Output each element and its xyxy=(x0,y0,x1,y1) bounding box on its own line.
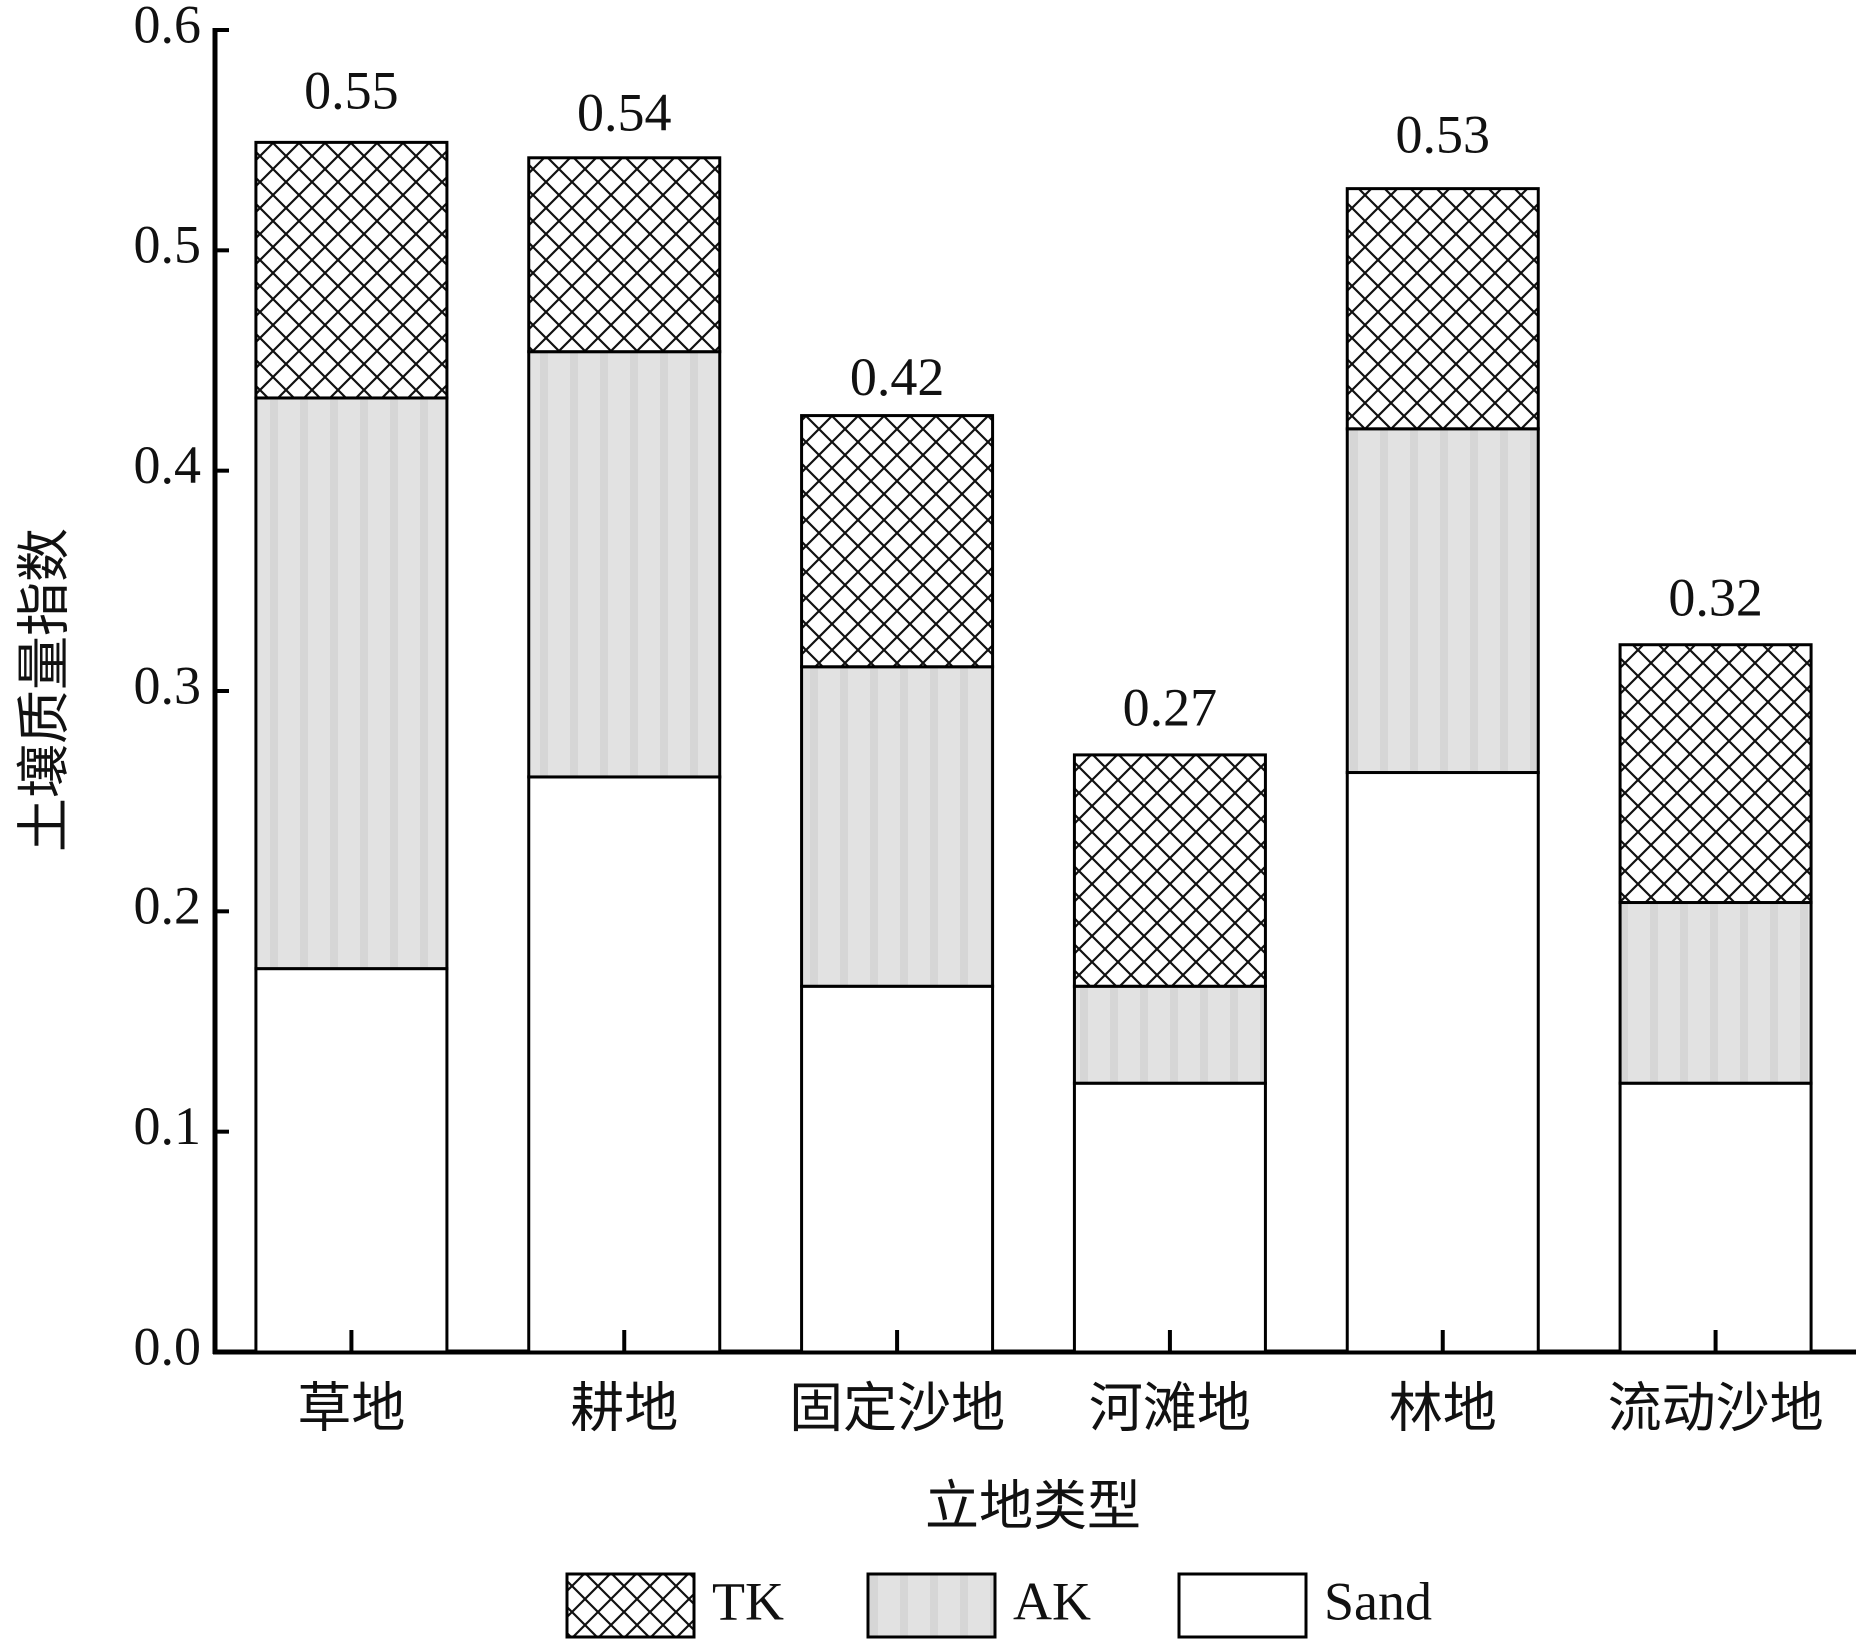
bar-segment xyxy=(1072,1081,1267,1354)
total-label: 0.53 xyxy=(1396,105,1491,165)
legend-label: AK xyxy=(1013,1571,1091,1631)
bar-segment xyxy=(1345,427,1540,775)
legend-swatch xyxy=(866,1572,997,1639)
bar-segment xyxy=(527,156,722,354)
bar-segment xyxy=(1618,901,1813,1085)
x-axis-title: 立地类型 xyxy=(925,1476,1141,1536)
y-tick-label: 0.4 xyxy=(134,435,202,495)
bar-segment xyxy=(800,665,995,988)
bar-segment xyxy=(1618,1081,1813,1354)
bar-segment xyxy=(1072,984,1267,1085)
x-tick-label: 流动沙地 xyxy=(1608,1378,1824,1438)
bar-segment xyxy=(527,775,722,1354)
y-tick-label: 0.0 xyxy=(134,1316,202,1376)
total-label: 0.55 xyxy=(304,61,399,121)
legend-label: TK xyxy=(712,1571,784,1631)
y-tick-label: 0.1 xyxy=(134,1096,202,1156)
bar-segment xyxy=(1345,187,1540,431)
x-tick-label: 林地 xyxy=(1389,1378,1497,1438)
y-tick-label: 0.3 xyxy=(134,655,202,715)
bar-segment xyxy=(800,984,995,1354)
total-label: 0.54 xyxy=(577,83,672,143)
bar-segment xyxy=(254,140,449,400)
y-tick-label: 0.6 xyxy=(134,0,202,54)
bar-segment xyxy=(1345,771,1540,1354)
bar-segment xyxy=(800,414,995,669)
x-tick-label: 草地 xyxy=(297,1378,405,1438)
y-tick-label: 0.5 xyxy=(134,215,202,275)
legend-label: Sand xyxy=(1324,1571,1432,1631)
x-tick-label: 耕地 xyxy=(570,1378,678,1438)
x-tick-label: 河滩地 xyxy=(1089,1378,1251,1438)
bar-segment xyxy=(527,350,722,779)
total-label: 0.32 xyxy=(1668,567,1763,627)
bar-segment xyxy=(254,967,449,1354)
x-tick-label: 固定沙地 xyxy=(789,1378,1005,1438)
bar-segment xyxy=(1618,643,1813,905)
y-tick-label: 0.2 xyxy=(134,876,202,936)
total-label: 0.27 xyxy=(1123,677,1218,737)
bar-segment xyxy=(1072,753,1267,988)
legend-swatch xyxy=(1177,1572,1308,1639)
total-label: 0.42 xyxy=(850,347,945,407)
y-axis-title: 土壤质量指数 xyxy=(14,528,74,852)
bar-segment xyxy=(254,396,449,971)
legend-swatch xyxy=(565,1572,696,1639)
